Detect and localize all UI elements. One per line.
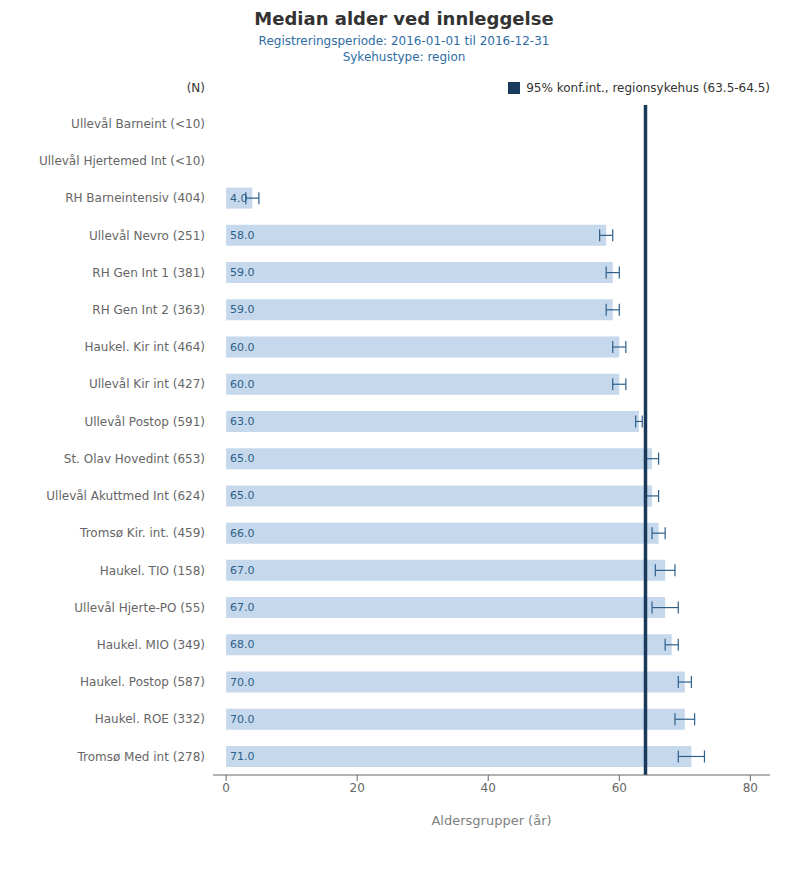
svg-text:68.0: 68.0 [230,638,255,651]
svg-text:58.0: 58.0 [230,229,255,242]
svg-text:Aldersgrupper (år): Aldersgrupper (år) [431,813,551,828]
svg-text:59.0: 59.0 [230,303,255,316]
svg-text:80: 80 [743,781,758,795]
html-text:(N): (N) [186,81,205,95]
svg-text:60.0: 60.0 [230,378,255,391]
svg-text:0: 0 [222,781,230,795]
svg-text:RH Gen Int 2 (363): RH Gen Int 2 (363) [92,303,205,317]
svg-text:St. Olav Hovedint (653): St. Olav Hovedint (653) [64,452,205,466]
svg-text:Haukel. TIO (158): Haukel. TIO (158) [100,564,205,578]
svg-text:Haukel. ROE (332): Haukel. ROE (332) [95,712,205,726]
svg-text:RH Gen Int 1 (381): RH Gen Int 1 (381) [92,266,205,280]
html-text:95% konf.int., regionsykehus (: 95% konf.int., regionsykehus (63.5-64.5) [526,81,770,95]
svg-text:67.0: 67.0 [230,564,255,577]
svg-text:59.0: 59.0 [230,266,255,279]
svg-text:Haukel. Kir int (464): Haukel. Kir int (464) [84,340,205,354]
svg-text:Haukel. MIO (349): Haukel. MIO (349) [97,638,205,652]
html-text:Median alder ved innleggelse: Median alder ved innleggelse [254,8,554,29]
svg-text:70.0: 70.0 [230,676,255,689]
svg-text:40: 40 [481,781,496,795]
svg-text:63.0: 63.0 [230,415,255,428]
svg-text:70.0: 70.0 [230,713,255,726]
svg-text:Ullevål Barneint (<10): Ullevål Barneint (<10) [71,117,205,131]
svg-text:Ullevål Kir int (427): Ullevål Kir int (427) [89,377,205,391]
svg-text:4.0: 4.0 [230,192,248,205]
svg-text:Ullevål Akuttmed Int (624): Ullevål Akuttmed Int (624) [46,489,205,503]
svg-text:Tromsø Kir. int. (459): Tromsø Kir. int. (459) [79,526,205,540]
svg-text:Tromsø Med int (278): Tromsø Med int (278) [76,750,205,764]
svg-text:65.0: 65.0 [230,489,255,502]
svg-text:71.0: 71.0 [230,750,255,763]
svg-text:60: 60 [612,781,627,795]
svg-text:Ullevål Nevro (251): Ullevål Nevro (251) [89,229,205,243]
svg-text:66.0: 66.0 [230,527,255,540]
svg-text:Haukel. Postop (587): Haukel. Postop (587) [80,675,205,689]
svg-text:Ullevål Hjertemed Int (<10): Ullevål Hjertemed Int (<10) [39,154,205,168]
html-text:Sykehustype: region: Sykehustype: region [342,50,466,64]
svg-text:20: 20 [350,781,365,795]
svg-text:67.0: 67.0 [230,601,255,614]
svg-text:60.0: 60.0 [230,341,255,354]
svg-text:Ullevål Hjerte-PO (55): Ullevål Hjerte-PO (55) [74,601,205,615]
html-text:Registreringsperiode: 2016-01-: Registreringsperiode: 2016-01-01 til 201… [258,34,550,48]
svg-text:RH Barneintensiv (404): RH Barneintensiv (404) [65,191,205,205]
svg-text:Ullevål Postop (591): Ullevål Postop (591) [84,415,205,429]
svg-text:65.0: 65.0 [230,452,255,465]
